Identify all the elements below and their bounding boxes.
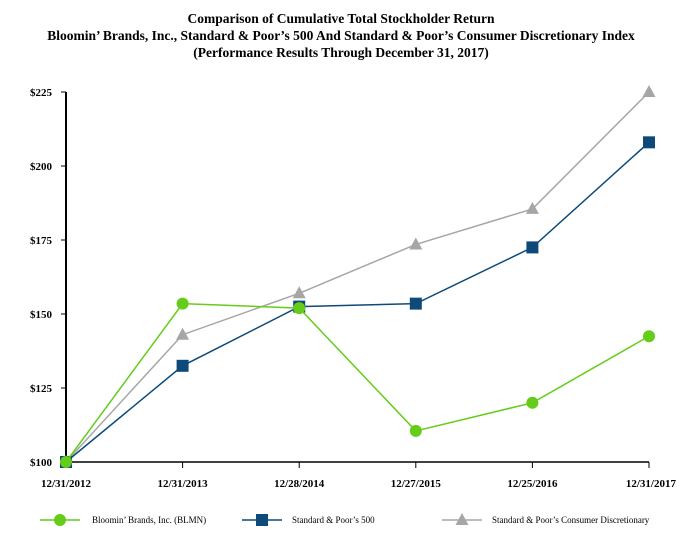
series-triangle [59,85,656,467]
legend-label: Standard & Poor’s 500 [292,515,375,525]
y-tick-label: $175 [30,235,53,247]
legend-marker [455,513,469,525]
x-tick-label: 12/27/2015 [391,478,442,490]
chart-series [59,85,656,468]
series-line [65,141,650,463]
series-circle [60,297,655,468]
legend-item: Standard & Poor’s Consumer Discretionary [442,513,650,525]
y-tick-label: $150 [30,309,53,321]
y-tick-label: $200 [30,161,53,173]
data-point [409,237,423,250]
x-tick-label: 12/28/2014 [274,478,325,490]
data-point [292,286,306,299]
data-point [525,201,539,214]
x-tick-label: 12/31/2012 [41,478,92,490]
legend-item: Bloomin’ Brands, Inc. (BLMN) [40,514,206,526]
legend-label: Bloomin’ Brands, Inc. (BLMN) [92,515,206,525]
series-line [65,91,650,463]
data-point [643,330,655,343]
chart-title-line-3: (Performance Results Through December 31… [193,45,489,60]
legend-item: Standard & Poor’s 500 [242,514,375,526]
data-point [176,359,189,372]
legend-marker [256,514,268,526]
data-point [526,396,539,409]
chart-axes: $100 $125 $150 $175 $200 $225 12/31/2012 12/31/… [30,87,676,490]
data-point [643,136,655,149]
data-point [409,297,422,310]
series-line [65,302,650,463]
chart-title: Comparison of Cumulative Total Stockhold… [0,10,682,61]
chart-legend: Bloomin’ Brands, Inc. (BLMN) Standard & P… [40,513,650,526]
legend-marker [54,514,66,526]
chart-title-line-1: Comparison of Cumulative Total Stockhold… [187,11,495,26]
data-point [409,424,422,437]
y-tick-label: $225 [30,87,53,99]
y-tick-label: $100 [30,457,53,469]
x-tick-label: 12/25/2016 [507,478,558,490]
data-point [642,85,656,97]
x-tick-label: 12/31/2017 [626,478,677,490]
legend-label: Standard & Poor’s Consumer Discretionary [492,515,650,525]
x-tick-label: 12/31/2013 [158,478,209,490]
data-point [176,327,190,340]
data-point [60,456,72,468]
series-square [60,136,655,468]
data-point [526,241,539,254]
chart-title-line-2: Bloomin’ Brands, Inc., Standard & Poor’s… [47,28,635,43]
y-tick-label: $125 [30,383,53,395]
data-point [176,297,189,310]
data-point [293,302,306,315]
